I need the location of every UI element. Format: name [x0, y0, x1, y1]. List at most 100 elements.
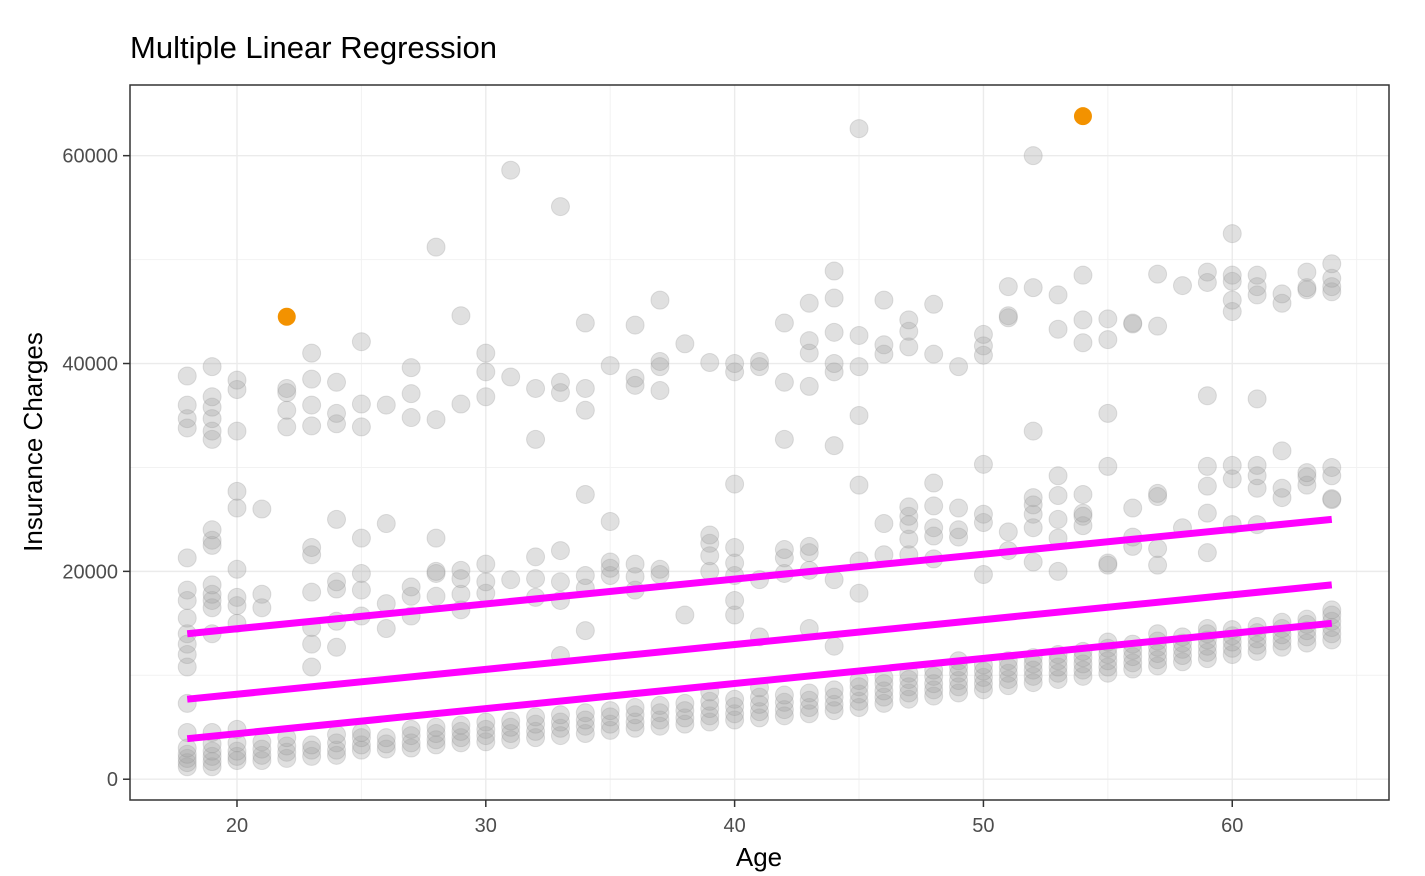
data-point	[1098, 403, 1118, 423]
data-point	[501, 723, 521, 743]
data-point	[550, 372, 570, 392]
data-point	[750, 694, 769, 714]
data-point	[750, 708, 769, 728]
data-point	[874, 290, 894, 310]
data-point	[924, 294, 944, 314]
data-point	[1048, 486, 1068, 506]
data-point	[849, 684, 869, 704]
data-point	[451, 306, 471, 326]
data-point	[973, 504, 993, 524]
data-point	[277, 417, 297, 437]
data-point	[998, 663, 1018, 683]
y-tick-label: 60000	[62, 146, 118, 168]
data-point	[252, 745, 272, 765]
data-point	[824, 701, 844, 721]
data-point	[774, 429, 794, 449]
data-point	[227, 746, 247, 766]
data-point	[625, 375, 645, 395]
data-point	[575, 400, 595, 420]
data-point	[252, 499, 272, 519]
data-point	[1023, 146, 1043, 166]
y-tick-label: 20000	[62, 561, 118, 583]
data-point	[700, 706, 720, 726]
data-point	[650, 290, 670, 310]
data-point	[600, 720, 620, 740]
data-point	[973, 336, 993, 356]
data-point	[252, 584, 272, 604]
data-point	[650, 695, 670, 715]
data-point	[824, 354, 844, 374]
data-point	[1073, 484, 1093, 504]
data-point	[302, 395, 322, 415]
data-point	[252, 598, 272, 618]
data-point	[550, 726, 570, 746]
data-point	[949, 357, 969, 377]
data-point	[1098, 663, 1118, 683]
data-point	[1272, 631, 1292, 651]
data-point	[1222, 265, 1242, 285]
data-point	[799, 690, 819, 710]
data-point	[973, 564, 993, 584]
data-point	[327, 725, 347, 745]
data-point	[774, 692, 794, 712]
data-point	[1222, 271, 1242, 291]
data-point	[426, 723, 446, 743]
data-point	[227, 741, 247, 761]
data-point	[998, 522, 1018, 542]
data-point	[1073, 660, 1093, 680]
data-point	[973, 513, 993, 533]
data-point	[824, 636, 844, 656]
data-point	[924, 666, 944, 686]
data-point	[675, 605, 695, 625]
data-point	[277, 742, 297, 762]
data-point	[799, 536, 819, 556]
data-point	[327, 403, 347, 423]
data-point	[501, 717, 521, 737]
data-point	[1247, 478, 1267, 498]
data-point	[351, 394, 371, 414]
data-point	[1172, 646, 1192, 666]
data-point	[227, 559, 247, 579]
data-point	[1297, 467, 1317, 487]
data-point	[899, 321, 919, 341]
data-point	[401, 733, 421, 753]
data-point	[849, 677, 869, 697]
data-point	[1297, 633, 1317, 653]
data-point	[1247, 641, 1267, 661]
data-point	[998, 277, 1018, 297]
data-point	[600, 714, 620, 734]
data-point	[849, 325, 869, 345]
data-point	[1123, 313, 1143, 333]
data-point	[526, 378, 546, 398]
data-point	[1272, 293, 1292, 313]
data-point	[824, 687, 844, 707]
data-point	[849, 475, 869, 495]
data-point	[924, 686, 944, 706]
data-point	[1123, 498, 1143, 518]
data-point	[1197, 262, 1217, 282]
data-point	[227, 596, 247, 616]
data-point	[302, 416, 322, 436]
data-point	[277, 400, 297, 420]
data-point	[550, 712, 570, 732]
data-point	[1197, 543, 1217, 563]
data-point	[376, 739, 396, 759]
data-point	[1222, 290, 1242, 310]
data-point	[1247, 285, 1267, 305]
data-point	[1048, 561, 1068, 581]
data-point	[1048, 669, 1068, 689]
data-point	[799, 343, 819, 363]
data-point	[1197, 476, 1217, 496]
data-point	[177, 645, 197, 665]
data-point	[675, 334, 695, 354]
data-point	[625, 315, 645, 335]
data-point	[451, 569, 471, 589]
data-point	[227, 481, 247, 501]
data-point	[302, 582, 322, 602]
data-point	[725, 553, 745, 573]
data-point	[376, 728, 396, 748]
data-point	[1297, 463, 1317, 483]
data-point	[1297, 280, 1317, 300]
data-point	[575, 378, 595, 398]
data-point	[327, 414, 347, 434]
